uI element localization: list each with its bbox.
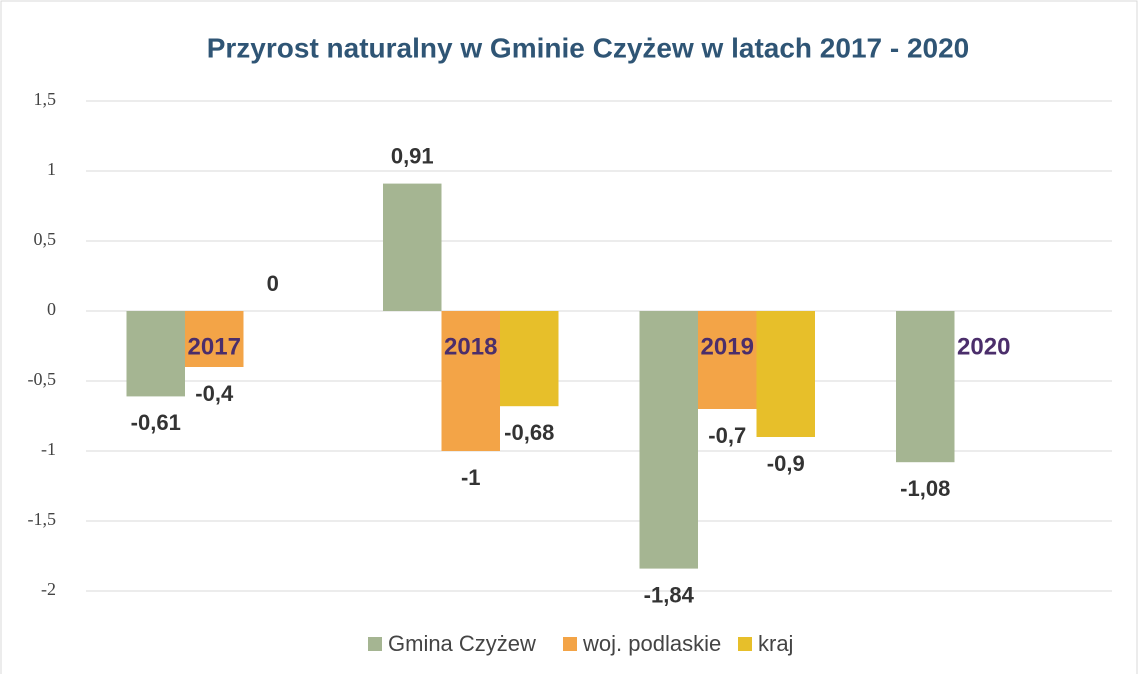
y-tick-label: 0,5 — [34, 229, 57, 249]
y-tick-label: -1 — [41, 439, 56, 459]
legend-label: woj. podlaskie — [582, 631, 721, 656]
bar — [383, 183, 442, 311]
chart-title: Przyrost naturalny w Gminie Czyżew w lat… — [207, 32, 970, 63]
bar — [698, 311, 757, 409]
data-label: -0,7 — [708, 423, 746, 448]
y-tick-label: -0,5 — [28, 369, 57, 389]
bar — [756, 311, 815, 437]
bar — [500, 311, 559, 407]
y-tick-label: 1,5 — [34, 89, 57, 109]
data-label: -1 — [461, 465, 481, 490]
y-tick-label: -2 — [41, 579, 56, 599]
bar — [126, 311, 185, 397]
data-label: -1,84 — [644, 582, 695, 607]
legend-swatch — [738, 637, 752, 651]
legend-swatch — [563, 637, 577, 651]
data-label: -0,68 — [504, 420, 554, 445]
y-tick-label: 0 — [47, 299, 56, 319]
legend-swatch — [368, 637, 382, 651]
bar — [639, 311, 698, 569]
data-label: -0,61 — [131, 410, 181, 435]
data-label: -0,9 — [767, 451, 805, 476]
y-tick-label: -1,5 — [28, 509, 57, 529]
x-tick-label: 2020 — [957, 333, 1010, 360]
x-tick-label: 2019 — [701, 333, 754, 360]
data-label: 0 — [267, 271, 279, 296]
x-tick-label: 2018 — [444, 333, 497, 360]
legend-label: Gmina Czyżew — [388, 631, 536, 656]
data-label: -0,4 — [195, 381, 234, 406]
data-label: -1,08 — [900, 476, 950, 501]
bar — [896, 311, 955, 463]
bar — [185, 311, 244, 367]
bar — [441, 311, 500, 451]
legend-label: kraj — [758, 631, 793, 656]
y-tick-label: 1 — [47, 159, 56, 179]
x-tick-label: 2017 — [188, 333, 241, 360]
data-label: 0,91 — [391, 143, 434, 168]
